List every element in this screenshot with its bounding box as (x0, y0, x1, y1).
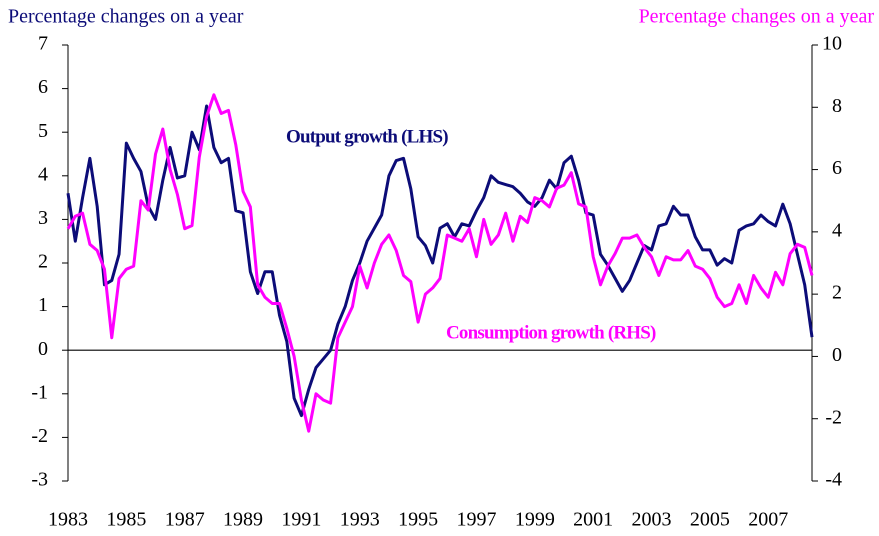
y-tick-label: 5 (38, 120, 48, 142)
x-tick-label: 1983 (48, 509, 88, 531)
x-tick-label: 1991 (281, 509, 321, 531)
x-tick-label: 2007 (748, 509, 788, 531)
x-tick-label: 1993 (340, 509, 380, 531)
series-line (66, 93, 814, 433)
y-tick-label: 7 (38, 33, 48, 55)
x-tick-label: 1995 (398, 509, 438, 531)
y2-tick-label: 0 (832, 344, 842, 366)
x-tick-label: 2001 (573, 509, 613, 531)
x-tick-label: 2005 (690, 509, 730, 531)
annotation: Consumption growth (RHS) (446, 322, 656, 343)
y-tick-label: 0 (38, 338, 48, 360)
y-tick-label: 1 (38, 294, 48, 316)
y2-tick-label: -2 (825, 406, 842, 428)
x-tick-label: 1999 (515, 509, 555, 531)
y-tick-label: -2 (31, 425, 48, 447)
y-tick-label: 6 (38, 76, 48, 98)
x-tick-label: 1987 (165, 509, 205, 531)
y2-tick-label: 4 (832, 219, 842, 241)
y-tick-label: -1 (31, 381, 48, 403)
y-tick-label: -3 (31, 469, 48, 491)
y2-tick-label: 8 (832, 95, 842, 117)
x-tick-label: 2003 (632, 509, 672, 531)
x-tick-label: 1985 (106, 509, 146, 531)
y2-axis-label: Percentage changes on a year (639, 6, 875, 28)
y2-tick-label: 2 (832, 282, 842, 304)
series-line (66, 104, 814, 418)
x-tick-label: 1997 (456, 509, 496, 531)
y-tick-label: 4 (38, 163, 48, 185)
y2-tick-label: 10 (822, 33, 842, 55)
x-tick-label: 1989 (223, 509, 263, 531)
annotation: Output growth (LHS) (286, 126, 448, 147)
y-axis-label: Percentage changes on a year (8, 6, 244, 28)
y2-tick-label: 6 (832, 157, 842, 179)
y-tick-label: 3 (38, 207, 48, 229)
y2-tick-label: -4 (825, 469, 842, 491)
y-tick-label: 2 (38, 251, 48, 273)
